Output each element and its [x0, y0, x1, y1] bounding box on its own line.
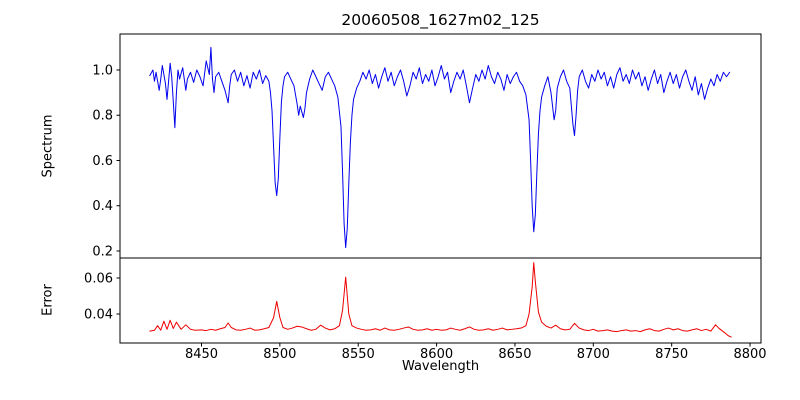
spectrum-y-tick-label: 0.8 — [92, 109, 113, 124]
x-tick-label: 8550 — [342, 347, 375, 362]
x-tick-label: 8600 — [420, 347, 453, 362]
spectrum-y-tick-label: 0.6 — [92, 154, 113, 169]
spectrum-line — [149, 46, 731, 249]
error-axes-frame — [119, 257, 762, 344]
x-tick-label: 8500 — [263, 347, 296, 362]
error-axes: 0.06 0.04 8450 8500 8550 8600 8650 8700 8750 8800 — [84, 257, 767, 362]
chart-title: 20060508_1627m02_125 — [341, 11, 540, 29]
spectrum-y-tick-label: 0.4 — [92, 199, 113, 214]
x-axis-label: Wavelength — [401, 359, 480, 374]
error-line — [149, 262, 732, 338]
x-tick-label: 8450 — [185, 347, 218, 362]
x-tick-label: 8800 — [733, 347, 766, 362]
error-y-tick-label: 0.04 — [84, 308, 113, 323]
spectrum-axes: 1.0 0.8 0.6 0.4 0.2 — [92, 33, 762, 259]
x-tick-label: 8650 — [498, 347, 531, 362]
x-tick-label: 8750 — [655, 347, 688, 362]
x-tick-label: 8700 — [577, 347, 610, 362]
spectrum-y-tick-label: 1.0 — [92, 63, 113, 78]
error-y-tick-label: 0.06 — [84, 271, 113, 286]
spectrum-y-tick-label: 0.2 — [92, 244, 113, 259]
